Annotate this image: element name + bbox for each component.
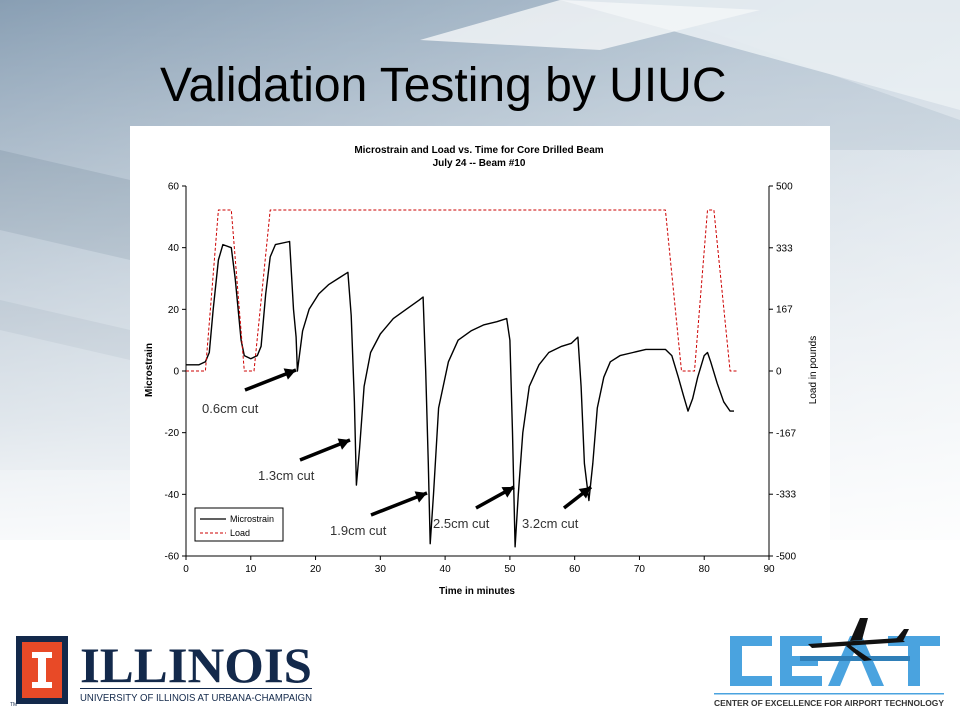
annotation-label: 1.9cm cut [330, 523, 387, 538]
x-tick-label: 20 [310, 564, 322, 575]
y2-axis: 500 333 167 0 -167 -333 -500 [769, 182, 796, 563]
x-tick-label: 50 [504, 564, 516, 575]
chart: Microstrain and Load vs. Time for Core D… [144, 145, 819, 597]
series-line-load [186, 209, 737, 372]
annotation-label: 1.3cm cut [258, 468, 315, 483]
chart-subtitle: July 24 -- Beam #10 [433, 158, 526, 169]
illinois-tm: TM [10, 702, 17, 708]
illinois-logo: ILLINOIS UNIVERSITY OF ILLINOIS AT URBAN… [10, 636, 312, 708]
legend-label: Microstrain [230, 514, 274, 524]
series-line-microstrain [186, 240, 734, 548]
y2-tick-label: 0 [776, 367, 782, 378]
plot-area [185, 186, 770, 557]
chart-panel: Microstrain and Load vs. Time for Core D… [130, 126, 830, 600]
annotation-arrowhead [578, 487, 591, 499]
annotation-arrowhead [337, 438, 350, 450]
x-tick-label: 30 [375, 564, 387, 575]
legend-box [194, 507, 284, 542]
ceat-rule [714, 693, 944, 695]
illinois-block-i-mark [32, 652, 52, 688]
y-axis: 60 40 20 0 -20 -40 -60 [165, 182, 186, 563]
x-axis: 0 10 20 30 40 50 60 70 80 90 [183, 556, 775, 575]
y-tick-label: 0 [173, 367, 179, 378]
x-tick-label: 90 [763, 564, 775, 575]
y2-tick-label: -333 [776, 490, 796, 501]
y-tick-label: 60 [168, 182, 180, 193]
illinois-wordmark: ILLINOIS [80, 637, 312, 693]
illinois-rule [80, 688, 312, 689]
y2-axis-label: Load in pounds [808, 336, 819, 404]
y-tick-label: -40 [165, 490, 180, 501]
legend: Microstrain Load [194, 507, 284, 542]
y2-tick-label: -167 [776, 428, 796, 439]
ceat-logo: CENTER OF EXCELLENCE FOR AIRPORT TECHNOL… [714, 618, 945, 708]
annotation-arrowhead [414, 491, 427, 503]
ceat-subtitle: CENTER OF EXCELLENCE FOR AIRPORT TECHNOL… [714, 699, 945, 708]
y-tick-label: 20 [168, 305, 180, 316]
y-tick-label: -20 [165, 428, 180, 439]
y2-tick-label: -500 [776, 552, 796, 563]
y-axis-label: Microstrain [144, 343, 155, 397]
y2-tick-label: 500 [776, 182, 793, 193]
chart-title: Microstrain and Load vs. Time for Core D… [354, 145, 603, 156]
ceat-logo-mark [730, 636, 940, 686]
annotation-arrowhead [501, 487, 514, 498]
y2-tick-label: 333 [776, 243, 793, 254]
x-tick-label: 60 [569, 564, 581, 575]
y2-tick-label: 167 [776, 305, 793, 316]
illinois-subtitle: UNIVERSITY OF ILLINOIS AT URBANA-CHAMPAI… [80, 693, 312, 704]
x-tick-label: 40 [440, 564, 452, 575]
airplane-icon [808, 618, 909, 661]
series-layer [186, 209, 737, 548]
annotation-arrowhead [283, 368, 296, 380]
y-tick-label: -60 [165, 552, 180, 563]
annotation-arrows [244, 368, 593, 517]
annotation-label: 3.2cm cut [522, 516, 579, 531]
x-tick-label: 80 [699, 564, 711, 575]
x-tick-label: 10 [245, 564, 257, 575]
x-tick-label: 70 [634, 564, 646, 575]
annotation-label: 0.6cm cut [202, 401, 259, 416]
slide-title: Validation Testing by UIUC [160, 59, 727, 112]
y-tick-label: 40 [168, 243, 180, 254]
x-tick-label: 0 [183, 564, 189, 575]
annotation-label: 2.5cm cut [433, 516, 490, 531]
legend-label: Load [230, 528, 250, 538]
x-axis-label: Time in minutes [439, 586, 515, 597]
